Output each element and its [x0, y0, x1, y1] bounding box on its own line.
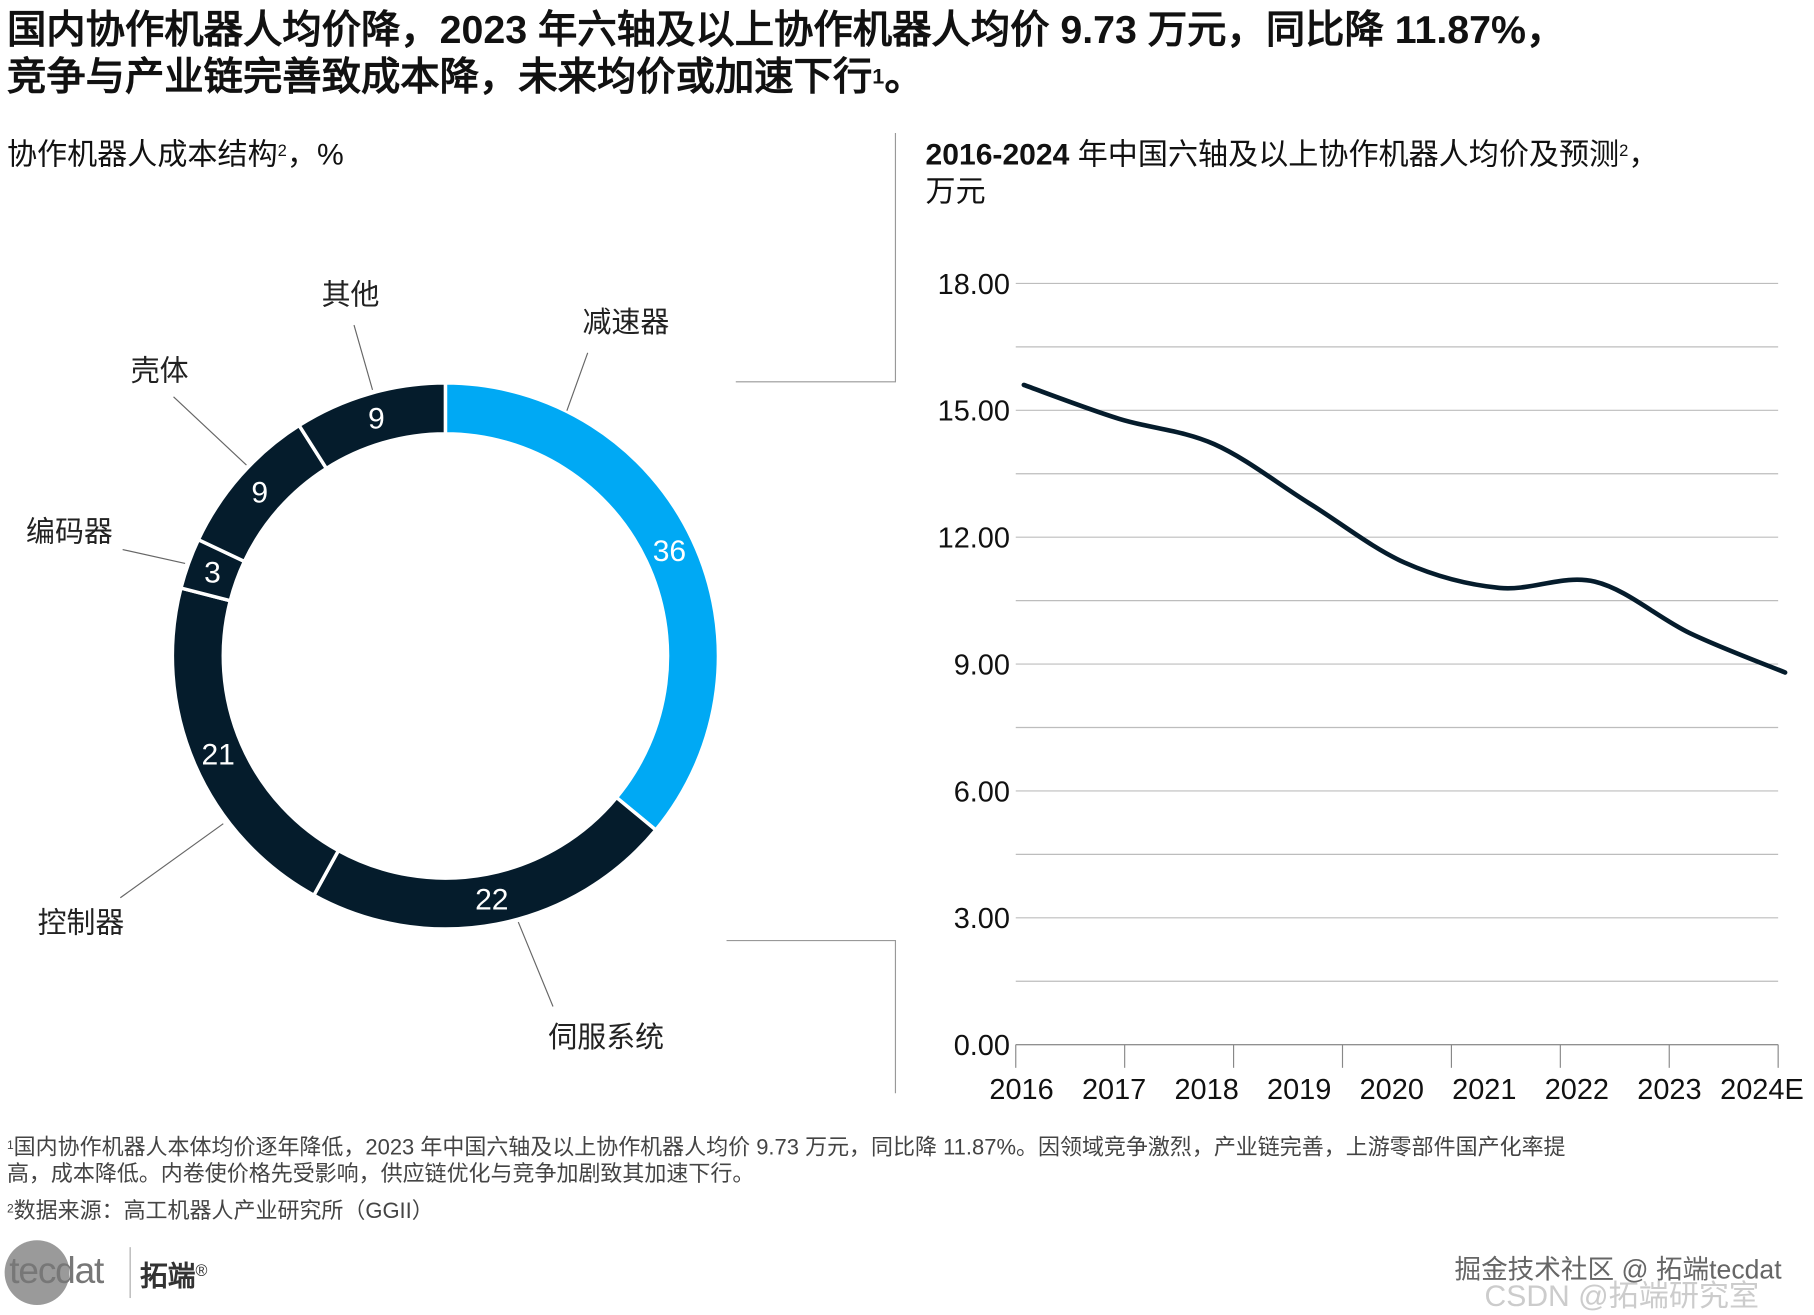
donut-value-label: 9	[368, 403, 385, 436]
watermark-line2: CSDN @拓端研究室	[1485, 1273, 1782, 1315]
panel-dividers	[727, 133, 896, 1093]
x-tick-label: 2019	[1267, 1074, 1331, 1106]
footnote-1: 1国内协作机器人本体均价逐年降低，2023 年中国六轴及以上协作机器人均价 9.…	[7, 1135, 1566, 1162]
divider-top	[736, 133, 896, 382]
watermark: 掘金技术社区 @ 拓端tecdat CSDN @拓端研究室	[1454, 1247, 1781, 1315]
y-tick-label: 18.00	[938, 269, 1010, 301]
donut-category-label: 壳体	[131, 356, 189, 388]
x-tick-label: 2016	[989, 1074, 1053, 1106]
donut-category-label: 减速器	[583, 307, 670, 339]
footnote-1-line2: 高，成本降低。内卷使价格先受影响，供应链优化与竞争加剧致其加速下行。	[7, 1162, 754, 1189]
leader-line	[518, 922, 553, 1006]
logo-cn: 拓端	[140, 1252, 196, 1292]
x-tick-label: 2020	[1360, 1074, 1424, 1106]
x-tick-label: 2021	[1452, 1074, 1516, 1106]
leader-line	[120, 824, 223, 898]
donut-category-label: 伺服系统	[548, 1022, 664, 1054]
tecdat-logo: tecdat 拓端®	[5, 1240, 208, 1305]
donut-value-label: 21	[201, 739, 234, 772]
footnote-marker: 1	[7, 1140, 14, 1153]
leader-line	[567, 353, 588, 411]
x-tick-label: 2022	[1545, 1074, 1609, 1106]
donut-value-label: 3	[204, 557, 221, 590]
y-tick-label: 0.00	[954, 1030, 1010, 1062]
leader-line	[174, 397, 247, 465]
donut-value-label: 36	[653, 535, 686, 568]
footnote-1-line1: 国内协作机器人本体均价逐年降低，2023 年中国六轴及以上协作机器人均价 9.7…	[14, 1136, 1566, 1160]
donut-category-label: 其他	[322, 279, 380, 311]
donut-chart: 36 22 21 3 9 9	[172, 383, 718, 929]
x-tick-label: 2024E	[1720, 1074, 1804, 1106]
y-tick-label: 12.00	[938, 523, 1010, 555]
footnote-2: 2数据来源：高工机器人产业研究所（GGII）	[7, 1199, 434, 1226]
logo-mark: tecdat	[5, 1240, 121, 1305]
x-tick-label: 2018	[1174, 1074, 1238, 1106]
footnote-marker: 2	[7, 1203, 14, 1216]
footnote-2-text: 数据来源：高工机器人产业研究所（GGII）	[14, 1200, 434, 1224]
logo-registered: ®	[196, 1261, 208, 1280]
x-tick-label: 2017	[1082, 1074, 1146, 1106]
price-line	[1024, 385, 1785, 673]
x-tick-label: 2023	[1637, 1074, 1701, 1106]
leader-line	[354, 325, 373, 390]
y-tick-label: 15.00	[938, 396, 1010, 428]
donut-value-label: 9	[251, 477, 268, 510]
donut-slice-2	[172, 588, 338, 895]
donut-slice-0	[445, 383, 718, 830]
y-tick-label: 9.00	[954, 649, 1010, 681]
y-tick-label: 6.00	[954, 776, 1010, 808]
logo-text: tecdat	[9, 1249, 103, 1292]
donut-category-label: 编码器	[26, 516, 113, 548]
leader-line	[123, 550, 185, 564]
donut-value-label: 22	[475, 884, 508, 917]
divider-bottom	[727, 941, 896, 1094]
donut-category-label: 控制器	[38, 907, 125, 939]
y-tick-label: 3.00	[954, 903, 1010, 935]
line-chart: 0.00 3.00 6.00 9.00 12.00 15.00 18.00 2016 2017 2…	[938, 269, 1804, 1106]
